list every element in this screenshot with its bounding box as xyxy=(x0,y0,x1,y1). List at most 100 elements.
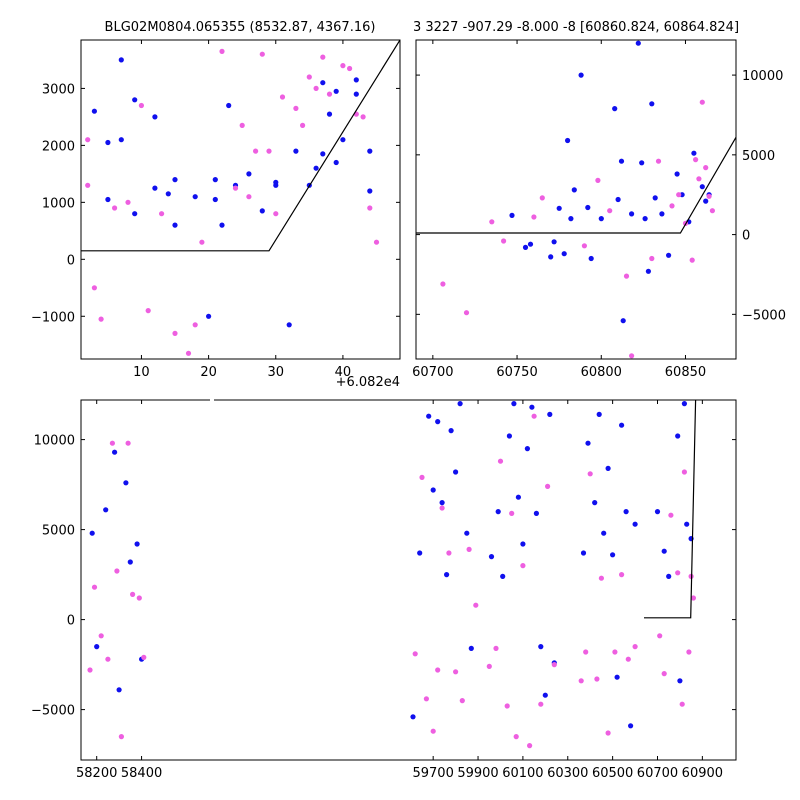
magenta-point xyxy=(306,74,312,80)
blue-point xyxy=(659,211,665,217)
blue-point xyxy=(596,411,602,417)
blue-point xyxy=(620,318,626,324)
x-tick-label: 20 xyxy=(200,365,217,380)
x-tick-label: 60500 xyxy=(592,766,633,781)
magenta-point xyxy=(459,698,465,704)
magenta-point xyxy=(504,703,510,709)
magenta-point xyxy=(669,203,675,209)
blue-point xyxy=(618,158,625,164)
magenta-point xyxy=(419,474,425,480)
blue-point xyxy=(500,573,506,580)
blue-point xyxy=(556,205,562,211)
blue-point xyxy=(105,196,111,203)
magenta-point xyxy=(527,743,533,749)
magenta-point xyxy=(172,330,178,336)
magenta-point xyxy=(326,91,333,97)
magenta-point xyxy=(657,633,663,639)
blue-point xyxy=(293,148,299,154)
blue-point xyxy=(212,177,218,183)
blue-point xyxy=(134,541,140,547)
magenta-point xyxy=(185,350,192,356)
blue-point xyxy=(340,137,346,143)
magenta-point xyxy=(130,591,136,598)
blue-point xyxy=(571,187,577,193)
axes-frame xyxy=(80,399,737,761)
chart-panel-bottom: 58200 58400 59700 59900 60100 60300 60500 60700… xyxy=(31,398,737,781)
blue-point xyxy=(675,433,681,439)
blue-point xyxy=(565,137,571,144)
magenta-point xyxy=(473,602,479,608)
magenta-point xyxy=(513,734,519,740)
blue-point xyxy=(578,72,584,78)
blue-point xyxy=(468,645,474,652)
blue-point xyxy=(226,102,232,109)
blue-point xyxy=(286,322,292,328)
blue-point xyxy=(430,487,436,493)
blue-point xyxy=(116,687,122,693)
blue-point xyxy=(614,674,620,680)
y-tick-label: 2000 xyxy=(42,139,75,154)
blue-point xyxy=(320,151,326,157)
magenta-point xyxy=(87,667,93,673)
chart-panel-top-left: 10 20 30 40 −1000 0 1000 2000 3000 xyxy=(31,39,401,380)
blue-point xyxy=(132,97,138,103)
magenta-point xyxy=(439,505,445,511)
magenta-point xyxy=(607,208,613,214)
blue-point xyxy=(152,114,158,120)
magenta-point xyxy=(313,85,319,91)
magenta-point xyxy=(440,281,446,287)
magenta-point xyxy=(581,243,588,249)
y-tick-label: 0 xyxy=(67,614,75,629)
x-tick-label: 59700 xyxy=(412,766,453,781)
y-tick-label: −1000 xyxy=(31,310,75,325)
blue-point xyxy=(439,500,445,506)
blue-point xyxy=(326,111,333,117)
magenta-point xyxy=(545,483,551,489)
chart-panel-top-right: 60700 60750 60800 60850 −5000 0 5000 10000 xyxy=(412,39,786,380)
blue-point xyxy=(619,422,625,428)
blue-point xyxy=(426,413,432,419)
blue-point xyxy=(89,530,95,536)
y-tick-label: 0 xyxy=(67,253,75,268)
blue-point xyxy=(635,40,641,46)
magenta-point xyxy=(463,310,470,316)
blue-point xyxy=(123,480,129,486)
magenta-point xyxy=(539,195,545,201)
blue-point xyxy=(674,171,680,177)
blue-point xyxy=(515,494,522,500)
blue-point xyxy=(152,185,158,191)
blue-point xyxy=(703,198,709,204)
magenta-point xyxy=(145,308,151,314)
blue-point xyxy=(580,550,587,556)
magenta-point xyxy=(367,205,373,211)
magenta-point xyxy=(489,219,495,225)
magenta-point xyxy=(676,192,682,198)
magenta-point xyxy=(520,563,526,569)
model-line xyxy=(81,40,400,252)
magenta-point xyxy=(430,728,436,734)
magenta-point xyxy=(423,696,429,702)
blue-point xyxy=(172,222,178,228)
blue-point xyxy=(524,446,531,452)
blue-point xyxy=(661,548,667,554)
blue-point xyxy=(91,108,97,114)
magenta-point xyxy=(493,645,499,652)
magenta-point xyxy=(192,322,198,328)
blue-point xyxy=(511,401,517,407)
magenta-point xyxy=(435,667,441,673)
magenta-point xyxy=(109,440,115,446)
magenta-point xyxy=(629,353,635,359)
magenta-point xyxy=(105,656,111,662)
blue-point xyxy=(94,644,100,650)
blue-point xyxy=(533,510,540,516)
magenta-point xyxy=(141,654,147,661)
x-tick-label: 59900 xyxy=(457,766,498,781)
blue-point xyxy=(561,251,567,257)
magenta-point xyxy=(199,239,205,245)
blue-point xyxy=(551,239,557,245)
axes-frame xyxy=(80,39,401,360)
blue-point xyxy=(642,216,648,222)
blue-point xyxy=(527,241,534,247)
magenta-point xyxy=(612,649,618,655)
